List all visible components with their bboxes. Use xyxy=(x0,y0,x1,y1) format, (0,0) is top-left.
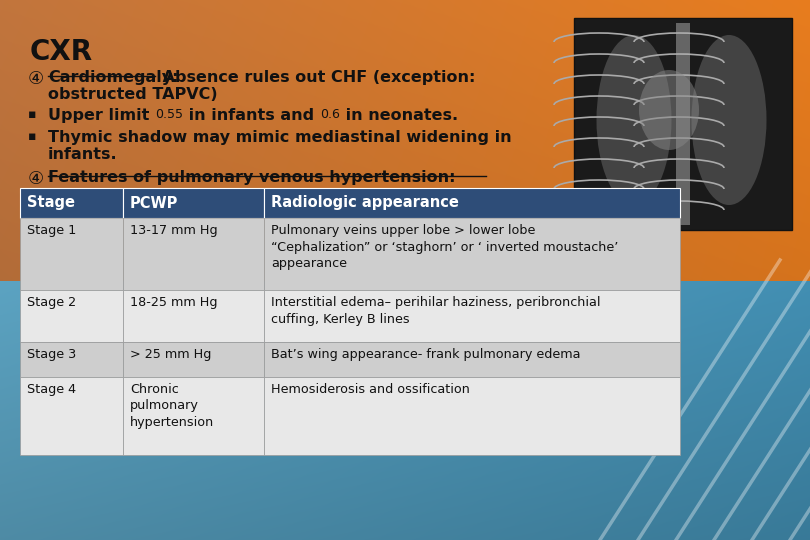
Bar xyxy=(123,188,264,218)
Bar xyxy=(20,377,123,455)
Text: 0.55: 0.55 xyxy=(155,108,183,121)
Bar xyxy=(20,188,123,218)
Text: Stage 2: Stage 2 xyxy=(27,296,76,309)
Text: ▪: ▪ xyxy=(28,130,36,143)
Text: in infants and: in infants and xyxy=(183,108,320,123)
Text: Stage 3: Stage 3 xyxy=(27,348,76,361)
Bar xyxy=(123,290,264,342)
Text: obstructed TAPVC): obstructed TAPVC) xyxy=(48,87,218,102)
Bar xyxy=(123,218,264,290)
Bar xyxy=(123,342,264,377)
Text: Features of pulmonary venous hypertension:: Features of pulmonary venous hypertensio… xyxy=(48,170,455,185)
Text: Stage 4: Stage 4 xyxy=(27,383,76,396)
Ellipse shape xyxy=(596,35,671,205)
Text: Stage: Stage xyxy=(27,195,75,211)
Text: ④: ④ xyxy=(28,170,44,188)
Bar xyxy=(264,188,680,218)
Text: Absence rules out CHF (exception:: Absence rules out CHF (exception: xyxy=(157,70,475,85)
Bar xyxy=(20,218,123,290)
Text: 0.6: 0.6 xyxy=(320,108,339,121)
Text: in neonates.: in neonates. xyxy=(339,108,458,123)
Bar xyxy=(264,290,680,342)
Bar xyxy=(676,23,690,225)
Bar xyxy=(123,377,264,455)
Text: CXR: CXR xyxy=(30,38,93,66)
Text: ④: ④ xyxy=(28,70,44,88)
Bar xyxy=(574,18,792,230)
Text: 18-25 mm Hg: 18-25 mm Hg xyxy=(130,296,218,309)
Text: Bat’s wing appearance- frank pulmonary edema: Bat’s wing appearance- frank pulmonary e… xyxy=(271,348,581,361)
Text: 13-17 mm Hg: 13-17 mm Hg xyxy=(130,224,218,237)
Text: Stage 1: Stage 1 xyxy=(27,224,76,237)
Text: Radiologic appearance: Radiologic appearance xyxy=(271,195,459,211)
Bar xyxy=(264,218,680,290)
Text: > 25 mm Hg: > 25 mm Hg xyxy=(130,348,211,361)
Text: infants.: infants. xyxy=(48,147,117,162)
Ellipse shape xyxy=(639,70,699,150)
Text: Interstitial edema– perihilar haziness, peribronchial
cuffing, Kerley B lines: Interstitial edema– perihilar haziness, … xyxy=(271,296,600,326)
Text: Cardiomegaly:: Cardiomegaly: xyxy=(48,70,178,85)
Text: Thymic shadow may mimic mediastinal widening in: Thymic shadow may mimic mediastinal wide… xyxy=(48,130,512,145)
Text: PCWP: PCWP xyxy=(130,195,178,211)
Text: Hemosiderosis and ossification: Hemosiderosis and ossification xyxy=(271,383,470,396)
Bar xyxy=(20,342,123,377)
Bar xyxy=(264,342,680,377)
Bar xyxy=(264,377,680,455)
Text: Upper limit: Upper limit xyxy=(48,108,155,123)
Ellipse shape xyxy=(692,35,766,205)
Text: ▪: ▪ xyxy=(28,108,36,121)
Text: Pulmonary veins upper lobe > lower lobe
“Cephalization” or ‘staghorn’ or ‘ inver: Pulmonary veins upper lobe > lower lobe … xyxy=(271,224,618,270)
Bar xyxy=(20,290,123,342)
Text: Chronic
pulmonary
hypertension: Chronic pulmonary hypertension xyxy=(130,383,215,429)
